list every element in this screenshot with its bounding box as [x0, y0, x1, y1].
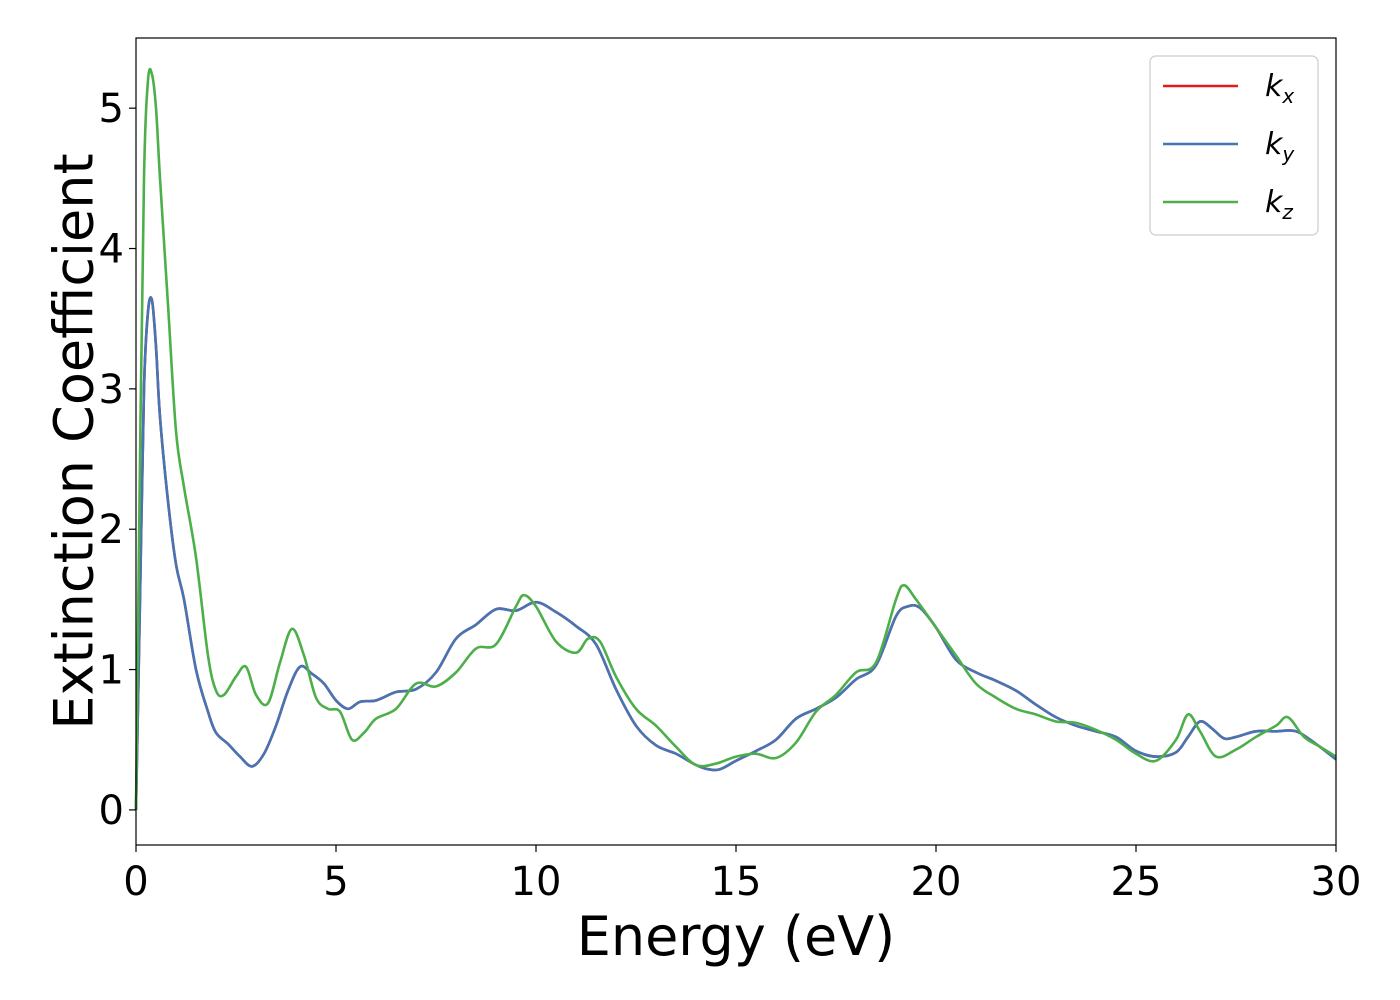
x-tick-label: 0 — [123, 859, 148, 905]
x-axis-ticks: 0 5 10 15 20 25 30 — [123, 845, 1361, 905]
plot-lines — [134, 67, 1337, 810]
legend-label-z: kz — [1265, 185, 1293, 224]
x-tick-label: 5 — [323, 859, 348, 905]
y-tick-label: 2 — [99, 507, 124, 553]
legend: kx ky kz — [1149, 55, 1319, 236]
x-tick-label: 10 — [511, 859, 562, 905]
legend-box — [1149, 55, 1319, 236]
x-tick-label: 20 — [911, 859, 962, 905]
y-tick-label: 1 — [99, 648, 124, 694]
y-tick-label: 0 — [99, 788, 124, 834]
y-axis-ticks: 0 1 2 3 4 5 — [99, 86, 136, 834]
x-tick-label: 25 — [1111, 859, 1162, 905]
legend-label-y: ky — [1265, 127, 1295, 166]
y-axis-label: Extinction Coefficient — [43, 153, 106, 729]
legend-label-x: kx — [1265, 69, 1294, 108]
y-tick-label: 3 — [99, 367, 124, 413]
series-line-y — [134, 296, 1337, 810]
y-tick-label: 4 — [99, 227, 124, 273]
series-line-z — [134, 67, 1337, 810]
y-tick-label: 5 — [99, 86, 124, 132]
x-axis-label: Energy (eV) — [577, 905, 896, 968]
x-tick-label: 15 — [711, 859, 762, 905]
x-tick-label: 30 — [1311, 859, 1362, 905]
